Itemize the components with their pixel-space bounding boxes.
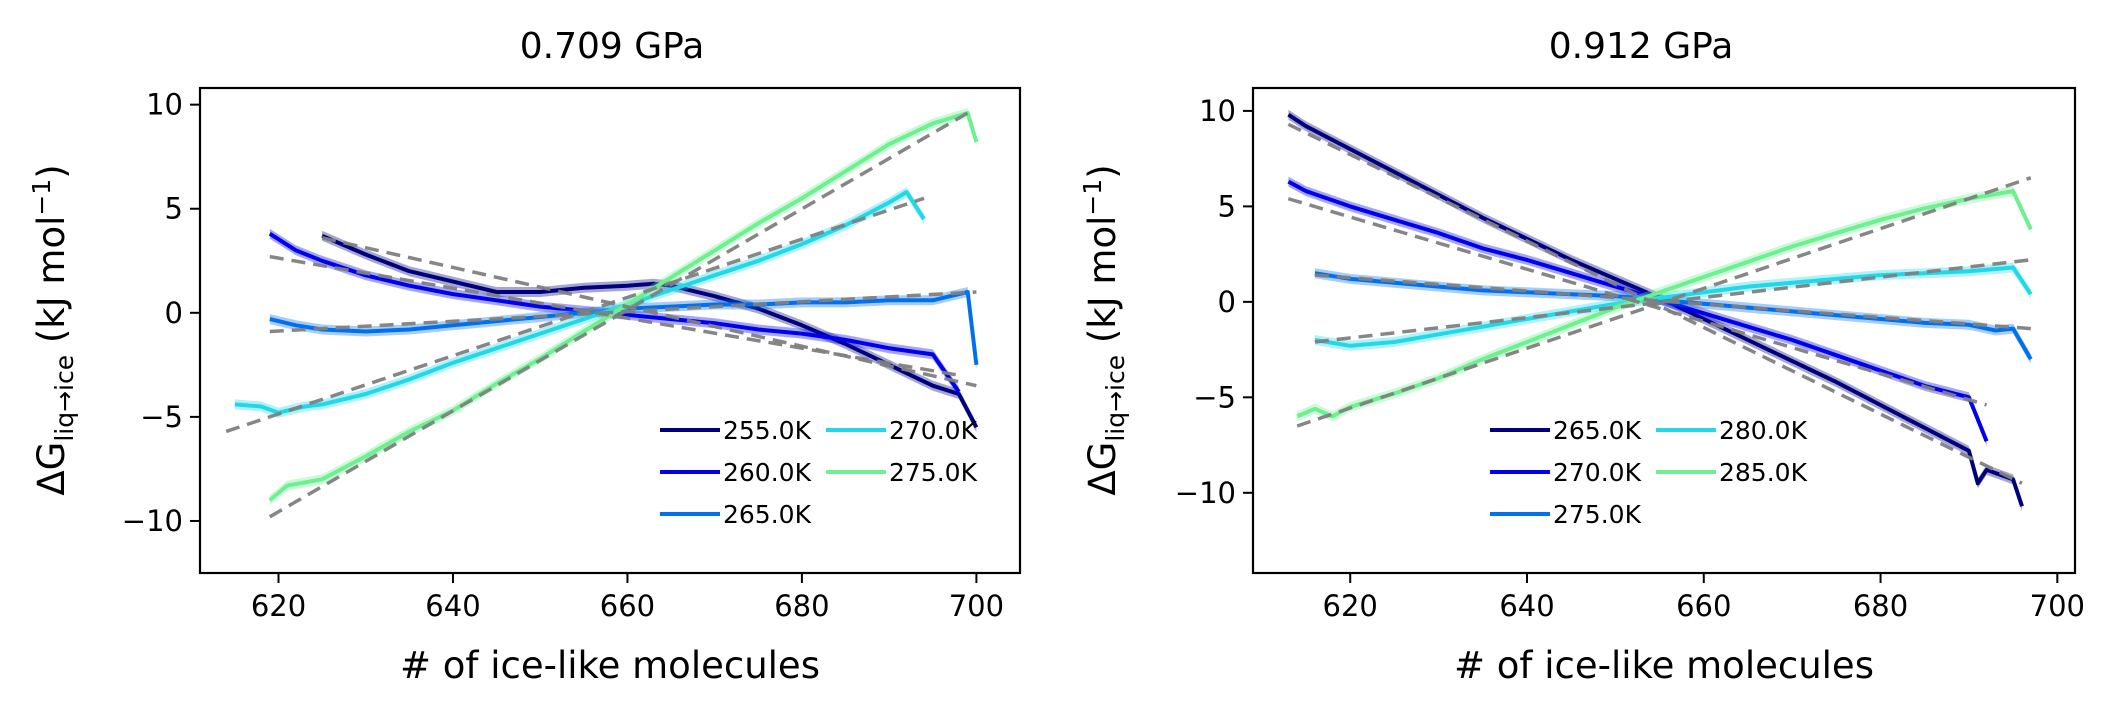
- legend-item: 275.0K: [826, 458, 978, 487]
- legend-label: 285.0K: [1719, 458, 1808, 487]
- panel-1: 0.709 GPa 620 640 660 680 700 10 5 0 −5 −10 # of…: [27, 26, 1022, 687]
- x-tick-label: 700: [2030, 589, 2085, 623]
- y-tick-label: −5: [1193, 380, 1236, 414]
- series-line-275.0K: [1314, 271, 2033, 361]
- legend-item: 280.0K: [1656, 416, 1808, 445]
- y-tick-label: −5: [140, 400, 183, 434]
- fit-line-270.0K: [225, 196, 925, 434]
- y-label-main: ΔG: [30, 442, 73, 496]
- panel-2: 0.912 GPa 620 640 660 680 700 10 5 0 −5 −10 # of…: [1078, 26, 2085, 687]
- series-line-275.0K: [268, 111, 979, 502]
- x-axis-label: # of ice-like molecules: [1454, 644, 1874, 687]
- legend-label: 280.0K: [1719, 416, 1808, 445]
- y-label-close: ): [30, 164, 73, 178]
- legend: 265.0K 270.0K 275.0K 280.0K 285.0K: [1490, 416, 1808, 529]
- x-tick-label: 660: [600, 589, 655, 623]
- y-label-subscript: liq→ice: [50, 355, 79, 442]
- legend-item: 255.0K: [660, 416, 812, 445]
- x-tick-label: 620: [1323, 589, 1378, 623]
- y-tick-label: 10: [146, 88, 183, 122]
- fit-line-275.0K: [268, 111, 969, 519]
- y-tick-label: 0: [1218, 285, 1236, 319]
- axes-frame: [1251, 86, 2077, 575]
- y-tick-label: 0: [165, 296, 183, 330]
- y-label-exponent: −1: [27, 179, 56, 216]
- fit-line-270.0K: [1287, 197, 1988, 407]
- x-ticks: 620 640 660 680 700: [1323, 573, 2085, 623]
- x-axis-label: # of ice-like molecules: [400, 644, 820, 687]
- series-band-275.0K: [1314, 268, 2031, 365]
- series-band-270.0K: [1288, 176, 1987, 447]
- legend-label: 270.0K: [1553, 458, 1642, 487]
- x-tick-label: 640: [425, 589, 480, 623]
- legend-label: 260.0K: [723, 458, 812, 487]
- y-ticks: 10 5 0 −5 −10: [1175, 94, 1253, 510]
- legend-label: 265.0K: [1553, 416, 1642, 445]
- y-label-close: ): [1081, 164, 1124, 178]
- legend-label: 270.0K: [889, 416, 978, 445]
- x-tick-label: 680: [774, 589, 829, 623]
- y-tick-label: 5: [165, 192, 183, 226]
- legend-item: 260.0K: [660, 458, 812, 487]
- legend-item: 275.0K: [1490, 500, 1642, 529]
- axes-frame: [198, 86, 1022, 575]
- y-label-exponent: −1: [1078, 179, 1107, 216]
- x-tick-label: 620: [251, 589, 306, 623]
- y-label-unit: (kJ mol: [1081, 216, 1124, 355]
- y-ticks: 10 5 0 −5 −10: [122, 88, 200, 538]
- y-axis-label: ΔGliq→ice (kJ mol−1): [1078, 164, 1130, 495]
- fit-line-280.0K: [1314, 258, 2032, 344]
- x-tick-label: 680: [1853, 589, 1908, 623]
- x-ticks: 620 640 660 680 700: [251, 573, 1004, 623]
- legend-label: 255.0K: [723, 416, 812, 445]
- y-tick-label: −10: [1175, 476, 1236, 510]
- fit-line-260.0K: [269, 254, 960, 377]
- legend-item: 270.0K: [826, 416, 978, 445]
- x-tick-label: 640: [1499, 589, 1554, 623]
- fit-line-285.0K: [1296, 176, 2032, 428]
- plot-area: [225, 108, 979, 519]
- x-tick-label: 660: [1676, 589, 1731, 623]
- plot-area: [1287, 109, 2033, 512]
- panel-title: 0.709 GPa: [520, 26, 705, 67]
- series-line-285.0K: [1296, 189, 2033, 419]
- panel-title: 0.912 GPa: [1549, 26, 1734, 67]
- legend-label: 275.0K: [1553, 500, 1642, 529]
- legend-label: 265.0K: [723, 500, 812, 529]
- y-label-subscript: liq→ice: [1101, 355, 1130, 442]
- x-tick-label: 700: [949, 589, 1004, 623]
- y-axis-label: ΔGliq→ice (kJ mol−1): [27, 164, 79, 495]
- y-tick-label: −10: [122, 504, 183, 538]
- legend: 255.0K 260.0K 265.0K 270.0K 275.0K: [660, 416, 978, 529]
- legend-item: 265.0K: [1490, 416, 1642, 445]
- legend-label: 275.0K: [889, 458, 978, 487]
- legend-item: 270.0K: [1490, 458, 1642, 487]
- y-label-unit: (kJ mol: [30, 216, 73, 355]
- series-band-265.0K: [1288, 109, 2022, 512]
- series-line-265.0K: [1287, 113, 2024, 507]
- series-band-280.0K: [1314, 262, 2031, 351]
- legend-item: 265.0K: [660, 500, 812, 529]
- y-tick-label: 10: [1199, 94, 1236, 128]
- y-label-main: ΔG: [1081, 442, 1124, 496]
- series-band-285.0K: [1297, 186, 2031, 422]
- y-tick-label: 5: [1218, 189, 1236, 223]
- legend-item: 285.0K: [1656, 458, 1808, 487]
